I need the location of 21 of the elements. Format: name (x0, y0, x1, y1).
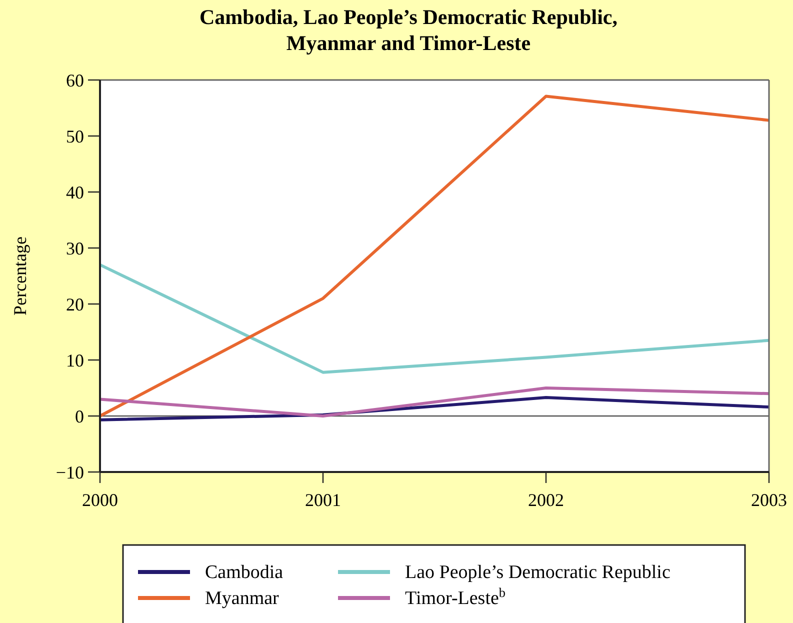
y-tick-label: 10 (66, 350, 84, 370)
chart-title: Cambodia, Lao People’s Democratic Republic, Myanmar and Timor-Leste (199, 5, 618, 55)
line-series (98, 263, 770, 374)
line-series (98, 94, 770, 418)
legend-label: Lao People’s Democratic Republic (405, 562, 670, 583)
y-tick-label: 0 (75, 406, 84, 426)
legend-label: Timor-Leste$^{b}$ (405, 584, 506, 609)
y-tick-label: −10 (56, 462, 84, 482)
x-tick-label: 2000 (82, 490, 118, 510)
legend-label: Cambodia (205, 562, 284, 583)
x-tick-label: 2001 (305, 490, 341, 510)
y-tick-label: 20 (66, 294, 84, 314)
y-tick-label: 30 (66, 238, 84, 258)
y-tick-label: 50 (66, 126, 84, 146)
y-tick-label: 60 (66, 70, 84, 90)
x-tick-label: 2003 (751, 490, 787, 510)
line-series (98, 386, 770, 418)
legend-label: Myanmar (205, 588, 280, 609)
y-tick-label: 40 (66, 182, 84, 202)
y-axis-title: Percentage (10, 236, 30, 316)
x-tick-label: 2002 (528, 490, 564, 510)
